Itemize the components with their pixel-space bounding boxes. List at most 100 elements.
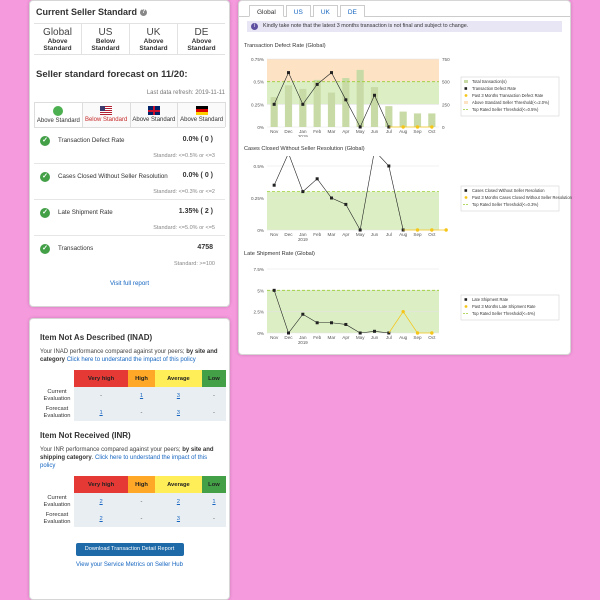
actual-point <box>287 331 290 335</box>
inad-policy-link[interactable]: Click here to understand the impact of t… <box>66 357 196 364</box>
actual-point <box>373 93 376 97</box>
defect-rate-chart: 0% 0.25% 0.5% 0.75% 0 250 500 750 Nov Dec Jan Feb Ma… <box>251 57 560 137</box>
transaction-bar <box>356 69 364 127</box>
header-high: High <box>128 476 155 494</box>
forecast-region-tabs: Above Standard Below Standard Above Stan… <box>34 102 226 128</box>
region-global: Global Above Standard <box>34 24 82 54</box>
actual-series-line <box>273 156 404 231</box>
header-low: Low <box>201 476 226 494</box>
actual-point <box>387 125 391 129</box>
x-tick-label: Aug <box>399 335 408 340</box>
actual-point <box>358 331 362 335</box>
tab-uk[interactable]: UK <box>312 5 338 17</box>
x-tick-label: Mar <box>328 232 336 237</box>
x-tick-label: Feb <box>313 232 321 237</box>
y-tick-label: 5% <box>257 288 264 293</box>
tab-global[interactable]: Global <box>249 5 284 17</box>
cases-closed-chart: 0% 0.25% 0.5% Nov Dec Jan Feb Mar Apr May Jun Jul Au… <box>251 156 572 242</box>
header-average: Average <box>154 370 202 388</box>
y-tick-label: 0.5% <box>254 164 264 169</box>
y2-tick-label: 750 <box>442 57 450 62</box>
x-tick-label: Sep <box>413 129 422 134</box>
forecast-point <box>401 309 405 314</box>
legend-label: Total transaction(s) <box>472 79 507 84</box>
tab-label: Above Standard <box>132 117 176 123</box>
forecast-point <box>444 228 448 232</box>
legend-box <box>460 76 560 117</box>
help-icon[interactable]: ? <box>140 8 148 16</box>
eval-cell-link[interactable]: 3 <box>154 387 202 405</box>
tab-de[interactable]: DE <box>339 5 365 17</box>
table-row: Forecast Evaluation 1 - 3 - <box>40 404 226 422</box>
download-report-button[interactable]: Download Transaction Detail Report <box>75 543 184 557</box>
actual-point <box>272 288 276 292</box>
check-icon: ✓ <box>40 172 50 182</box>
metric-name: Late Shipment Rate <box>58 209 113 216</box>
inr-description: Your INR performance compared against yo… <box>40 447 214 470</box>
row-label: Current Evaluation <box>43 495 71 508</box>
actual-point <box>373 329 376 333</box>
actual-point <box>315 82 319 86</box>
current-standard-title: Current Seller Standard <box>36 7 138 17</box>
x-tick-label: Oct <box>428 335 436 340</box>
eval-cell: - <box>128 493 155 511</box>
actual-point <box>287 71 290 75</box>
notice-banner: i Kindly take note that the latest 3 mon… <box>247 21 562 32</box>
legend-label: Top Rated Seller Threshold(<=5%) <box>472 311 536 316</box>
legend-box <box>460 294 560 321</box>
eval-cell-link[interactable]: 1 <box>201 493 226 511</box>
eval-cell-link[interactable]: 2 <box>74 510 129 528</box>
y2-tick-label: 0 <box>442 125 445 130</box>
forecast-point <box>415 125 420 129</box>
eval-cell: - <box>201 510 226 528</box>
actual-point <box>344 98 348 102</box>
actual-point <box>301 312 305 316</box>
y-tick-label: 0% <box>257 331 264 336</box>
eval-cell: - <box>128 404 155 422</box>
charts-card: Global US UK DE i Kindly take note that … <box>238 0 572 355</box>
actual-point <box>387 164 391 168</box>
tab-uk[interactable]: Above Standard <box>129 102 179 127</box>
visit-full-report-link[interactable]: Visit full report <box>109 280 150 287</box>
top-rated-band <box>267 81 439 105</box>
seller-hub-link[interactable]: View your Service Metrics on Seller Hub <box>76 562 183 569</box>
tab-de[interactable]: Above Standard <box>177 102 226 127</box>
x-tick-label: Jun <box>371 335 379 340</box>
eval-cell-link[interactable]: 1 <box>74 404 129 422</box>
region-code: DE <box>194 27 209 38</box>
x-tick-label: Feb <box>313 129 321 134</box>
x-tick-label: Jan <box>299 232 307 237</box>
eval-cell-link[interactable]: 3 <box>154 510 202 528</box>
forecast-point <box>415 331 420 335</box>
legend-swatch <box>464 94 468 97</box>
eval-cell-link[interactable]: 1 <box>128 387 155 405</box>
above-standard-band <box>267 59 439 82</box>
tab-global[interactable]: Above Standard <box>34 102 83 127</box>
metric-name: Transactions <box>58 245 94 252</box>
tab-label: Below Standard <box>84 117 128 123</box>
inr-policy-link[interactable]: Click here to understand the impact of t… <box>40 455 208 470</box>
y-tick-label: 7.5% <box>254 267 264 272</box>
eval-cell-link[interactable]: 2 <box>74 493 129 511</box>
metric-standard: Standard: <=5.0% or <=5 <box>153 225 215 231</box>
seller-standard-card: Current Seller Standard ? Global Above S… <box>29 0 230 307</box>
legend-swatch <box>464 189 468 192</box>
region-status: Below Standard <box>91 38 120 52</box>
x-tick-label: May <box>356 232 365 237</box>
chart-title: Late Shipment Rate (Global) <box>244 251 315 257</box>
x-tick-label: Jul <box>386 232 392 237</box>
legend-swatch <box>464 80 468 83</box>
legend-label: Above Standard Seller Threshold(<=2.0%) <box>472 100 550 105</box>
inad-desc-bold: by site and category <box>40 349 218 364</box>
tab-us[interactable]: Below Standard <box>81 102 131 127</box>
eval-cell-link[interactable]: 3 <box>154 404 202 422</box>
eval-cell-link[interactable]: 2 <box>154 493 202 511</box>
row-label: Forecast Evaluation <box>43 512 71 525</box>
check-icon: ✓ <box>40 244 50 254</box>
inad-title: Item Not As Described (INAD) <box>40 333 153 342</box>
eval-cell: - <box>74 387 129 405</box>
table-row: Current Evaluation 2 - 2 1 <box>40 493 226 511</box>
check-icon: ✓ <box>40 136 50 146</box>
year-label: 2019 <box>298 340 308 345</box>
tab-us[interactable]: US <box>285 5 311 17</box>
